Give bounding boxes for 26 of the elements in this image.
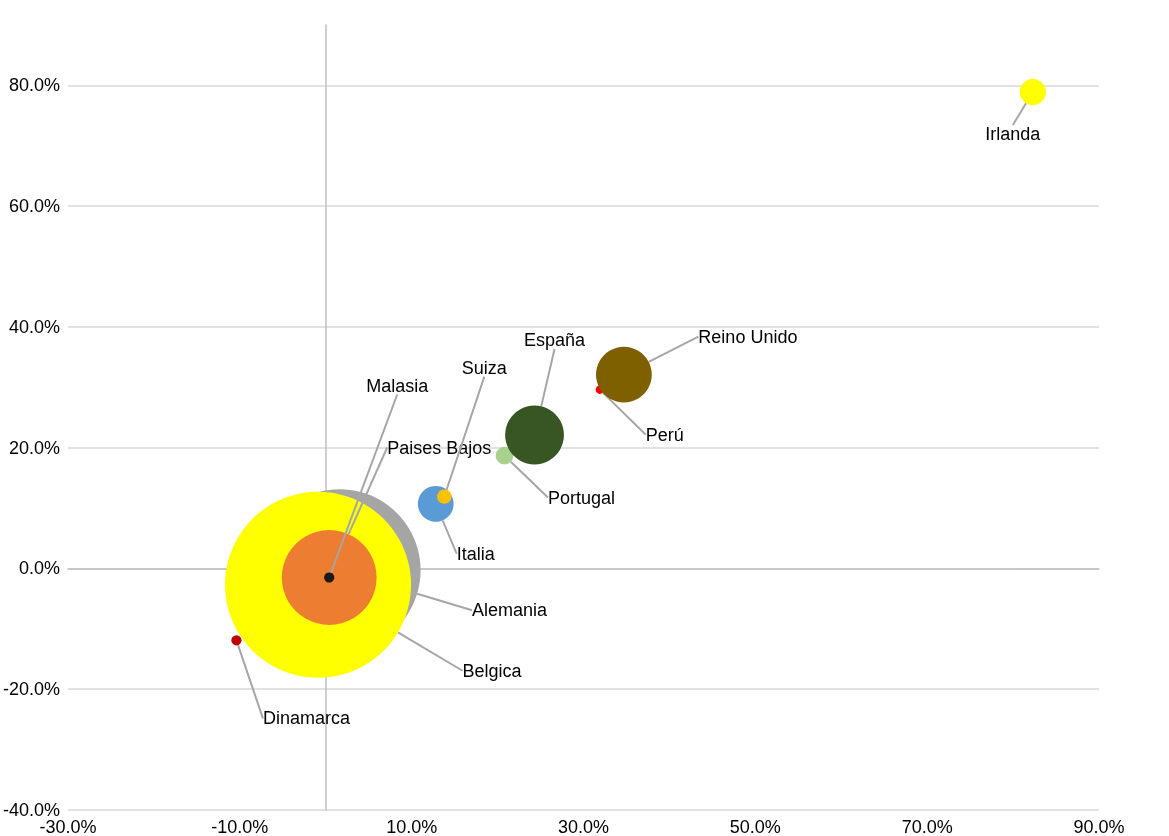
series-label: Italia	[456, 543, 496, 564]
y-tick-label: 0.0%	[19, 558, 61, 579]
text: Belgica	[462, 660, 523, 681]
x-tick-label: 90.0%	[1073, 817, 1125, 836]
y-tick-label: -20.0%	[2, 679, 61, 700]
y-tick-label: 40.0%	[8, 316, 61, 337]
text: Reino Unido	[698, 326, 798, 347]
text: Portugal	[547, 487, 615, 508]
x-tick-label: 50.0%	[729, 817, 781, 836]
y-tick-label: 20.0%	[8, 437, 61, 458]
x-tick-label: 70.0%	[901, 817, 953, 836]
x-tick-label: 10.0%	[386, 817, 438, 836]
y-tick-label: 60.0%	[8, 196, 61, 217]
x-tick-label: -10.0%	[211, 817, 269, 836]
text: Malasia	[366, 375, 430, 396]
text: Dinamarca	[262, 708, 351, 729]
y-tick-label: 80.0%	[8, 75, 61, 96]
x-tick-label: -30.0%	[39, 817, 97, 836]
series-label: Irlanda	[985, 124, 1042, 145]
text: Paises Bajos	[387, 437, 492, 458]
x-tick-label: 30.0%	[557, 817, 610, 836]
text: Suiza	[461, 357, 508, 378]
text: Perú	[645, 424, 684, 445]
y-tick-label: -40.0%	[2, 800, 61, 820]
text: España	[524, 330, 587, 351]
legend-label: Alemania	[472, 600, 549, 621]
